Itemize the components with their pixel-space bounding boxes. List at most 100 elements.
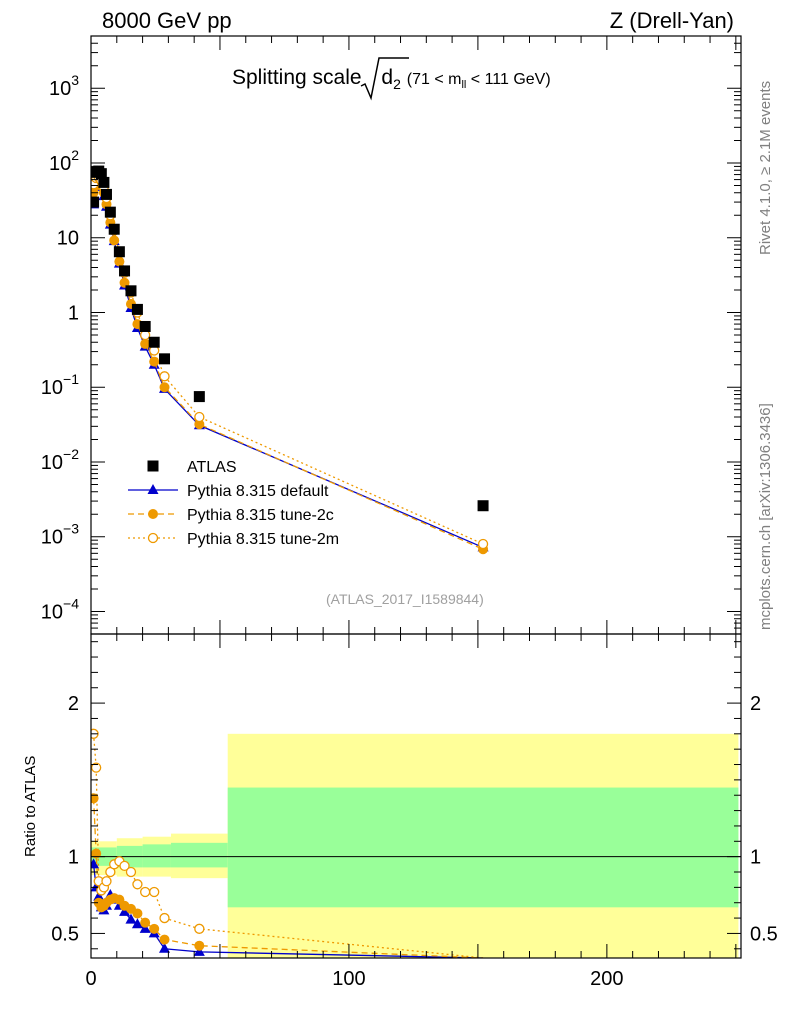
main-ytick-label: 1 bbox=[68, 302, 79, 324]
ratio-line-pythia-8-315-tune-2m bbox=[92, 733, 484, 958]
ratio-point-pythia-8-315-tune-2m bbox=[132, 879, 143, 890]
legend-marker-pythia-8-315-default bbox=[147, 484, 159, 494]
legend-marker-atlas bbox=[147, 460, 159, 472]
main-point-atlas bbox=[477, 500, 489, 512]
ratio-point-pythia-8-315-tune-2m bbox=[149, 886, 160, 898]
ratio-xtick-label: 200 bbox=[590, 968, 623, 990]
main-ytick-label: 102 bbox=[49, 147, 79, 175]
chart-title-root-var: d bbox=[381, 66, 394, 89]
ratio-point-pythia-8-315-tune-2c bbox=[149, 923, 160, 934]
ratio-xtick-label: 0 bbox=[85, 968, 96, 990]
ratio-ytick-label-right: 0.5 bbox=[750, 923, 778, 945]
ratio-ytick-label-left: 0.5 bbox=[51, 923, 79, 945]
legend-label-pythia-8-315-tune-2c: Pythia 8.315 tune-2c bbox=[187, 507, 334, 524]
ratio-point-pythia-8-315-default bbox=[139, 922, 151, 933]
main-point-atlas bbox=[100, 188, 112, 200]
main-ytick-label: 10 bbox=[57, 228, 79, 250]
main-point-pythia-8-315-tune-2c bbox=[114, 256, 125, 267]
ratio-point-pythia-8-315-tune-2m bbox=[159, 912, 170, 924]
ratio-point-pythia-8-315-tune-2m bbox=[101, 876, 112, 887]
header-right-label: Z (Drell-Yan) bbox=[609, 8, 734, 33]
ratio-ytick-label-right: 1 bbox=[750, 847, 761, 869]
ratio-stat-band-4 bbox=[227, 787, 739, 908]
main-series-layer bbox=[91, 165, 489, 555]
ratio-series-layer bbox=[91, 728, 484, 958]
ratio-point-pythia-8-315-tune-2c bbox=[194, 940, 205, 951]
sqrt-sign-icon bbox=[361, 57, 410, 101]
main-point-atlas bbox=[119, 265, 131, 277]
ratio-stat-band-3 bbox=[170, 842, 228, 868]
main-point-atlas bbox=[108, 223, 120, 235]
ratio-point-pythia-8-315-tune-2c bbox=[91, 793, 99, 804]
main-point-atlas bbox=[193, 391, 205, 403]
legend: ATLAS Pythia 8.315 default Pythia 8.315 tu… bbox=[128, 459, 339, 548]
ratio-ylabel: Ratio to ATLAS bbox=[22, 755, 39, 857]
main-point-atlas bbox=[113, 246, 125, 258]
main-point-atlas bbox=[159, 353, 171, 365]
main-ytick-label: 10−2 bbox=[41, 446, 79, 474]
main-line-pythia-8-315-tune-2m bbox=[92, 176, 484, 545]
ratio-ytick-label-right: 2 bbox=[750, 693, 761, 715]
main-point-pythia-8-315-tune-2c bbox=[149, 356, 160, 367]
chart-title-cut-pre: (71 < m bbox=[406, 71, 462, 88]
main-point-pythia-8-315-tune-2m bbox=[194, 411, 205, 423]
ratio-point-pythia-8-315-default bbox=[93, 890, 105, 901]
main-point-atlas bbox=[148, 336, 160, 348]
main-ytick-label: 103 bbox=[49, 72, 79, 100]
rivet-version-label: Rivet 4.1.0, ≥ 2.1M events bbox=[757, 80, 774, 255]
ratio-point-pythia-8-315-tune-2m bbox=[194, 923, 205, 934]
ratio-point-pythia-8-315-tune-2m bbox=[119, 860, 130, 872]
main-point-pythia-8-315-tune-2c bbox=[140, 338, 151, 349]
main-point-pythia-8-315-tune-2c bbox=[109, 235, 120, 246]
ratio-point-pythia-8-315-tune-2m bbox=[91, 762, 102, 773]
chart-title-root: d2 bbox=[361, 57, 410, 101]
ratio-point-pythia-8-315-default bbox=[91, 858, 100, 869]
chart-title-cut: (71 < mll < 111 GeV) bbox=[406, 71, 551, 92]
main-point-pythia-8-315-tune-2c bbox=[159, 382, 170, 393]
main-point-atlas bbox=[131, 303, 143, 315]
main-ytick-label: 10−3 bbox=[41, 521, 79, 549]
ratio-xtick-label: 100 bbox=[332, 968, 365, 990]
main-ytick-label: 10−4 bbox=[41, 595, 79, 623]
main-point-pythia-8-315-tune-2c bbox=[194, 419, 205, 430]
chart-title-cut-post: < 111 GeV) bbox=[470, 71, 551, 88]
ratio-ytick-label-left: 1 bbox=[68, 847, 79, 869]
legend-label-pythia-8-315-default: Pythia 8.315 default bbox=[187, 483, 329, 500]
legend-label-pythia-8-315-tune-2m: Pythia 8.315 tune-2m bbox=[187, 531, 339, 548]
main-ytick-label: 10−1 bbox=[41, 371, 79, 399]
chart-title-root-sub: 2 bbox=[393, 76, 401, 93]
main-point-pythia-8-315-tune-2m bbox=[159, 371, 170, 382]
ratio-point-pythia-8-315-default bbox=[125, 913, 137, 924]
ratio-point-pythia-8-315-tune-2m bbox=[140, 886, 151, 898]
chart-title-cut-sub: ll bbox=[461, 79, 467, 92]
axes-layer: 10−4 10−3 10−2 10−1 1 10 102 103 0 100 200 0.5 0.5 1 1… bbox=[41, 35, 778, 990]
ratio-point-pythia-8-315-default bbox=[159, 942, 171, 953]
ratio-uncertainty-bands bbox=[91, 733, 741, 958]
main-point-atlas bbox=[98, 176, 110, 188]
ratio-point-pythia-8-315-tune-2m bbox=[125, 866, 137, 878]
ratio-point-pythia-8-315-default bbox=[131, 918, 143, 929]
main-point-atlas bbox=[95, 168, 107, 180]
chart-title-main: Splitting scale bbox=[232, 66, 362, 89]
header-left-label: 8000 GeV pp bbox=[102, 8, 232, 33]
ratio-ytick-label-left: 2 bbox=[68, 693, 79, 715]
legend-marker-pythia-8-315-tune-2c bbox=[148, 509, 158, 519]
chart-title: Splitting scale d2 (71 < mll < 111 GeV) bbox=[232, 57, 551, 101]
ratio-stat-band-2 bbox=[142, 844, 171, 868]
legend-marker-pythia-8-315-tune-2m bbox=[147, 532, 159, 544]
ratio-point-pythia-8-315-tune-2c bbox=[132, 908, 143, 919]
ratio-point-pythia-8-315-default bbox=[193, 945, 205, 956]
main-point-atlas bbox=[139, 320, 151, 332]
ratio-point-pythia-8-315-default bbox=[119, 905, 131, 916]
analysis-watermark: (ATLAS_2017_I1589844) bbox=[326, 591, 484, 607]
main-point-pythia-8-315-tune-2m bbox=[477, 538, 489, 550]
mcplots-label: mcplots.cern.ch [arXiv:1306.3436] bbox=[757, 403, 774, 630]
main-point-atlas bbox=[104, 206, 116, 218]
ratio-frame bbox=[90, 633, 742, 959]
ratio-point-pythia-8-315-tune-2c bbox=[140, 917, 151, 928]
ratio-point-pythia-8-315-tune-2c bbox=[91, 848, 102, 859]
main-point-atlas bbox=[125, 285, 137, 297]
ratio-point-pythia-8-315-tune-2c bbox=[159, 934, 170, 945]
legend-label-atlas: ATLAS bbox=[187, 459, 237, 476]
